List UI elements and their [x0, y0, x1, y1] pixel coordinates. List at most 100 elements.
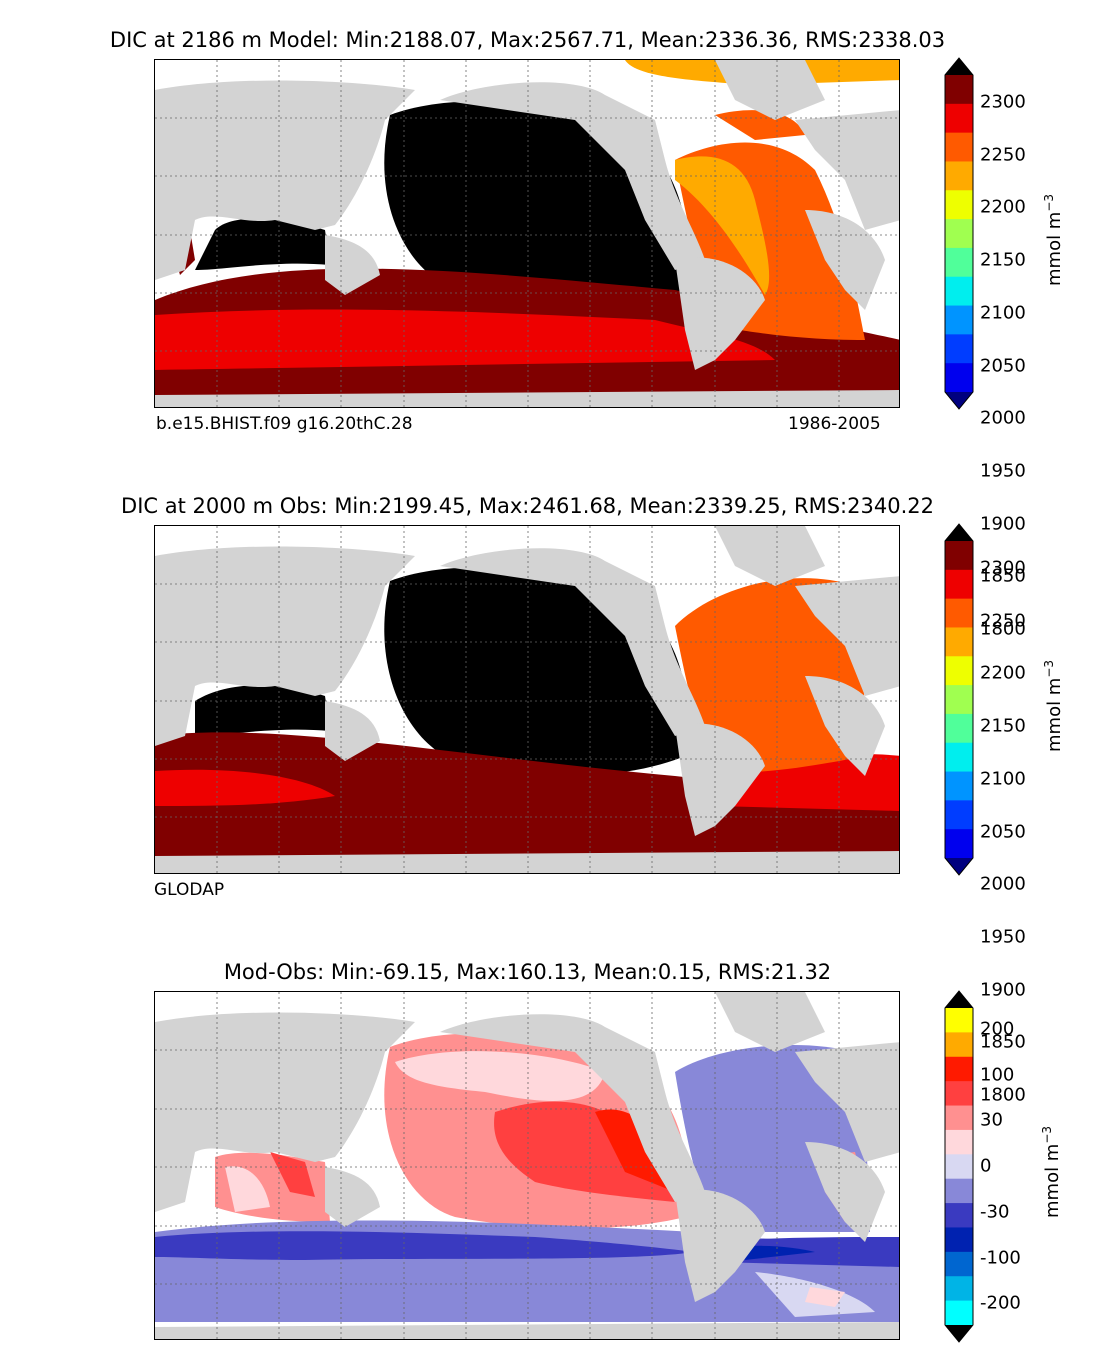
colorbar-tick-label: 2100 [980, 768, 1026, 790]
colorbar-segment [945, 103, 973, 134]
colorbar-tick-label: 0 [980, 1155, 992, 1177]
caption-case-name: b.e15.BHIST.f09 g16.20thC.28 [156, 414, 413, 434]
colorbar-tick-label: 30 [980, 1109, 1003, 1131]
colorbar-segment [945, 627, 973, 657]
colorbar-segment [945, 1178, 973, 1204]
colorbar-extend-top [945, 991, 973, 1008]
colorbar-svg [944, 57, 974, 410]
colorbar-units-text: mmol m [1044, 211, 1065, 286]
colorbar-segment [945, 598, 973, 628]
colorbar-tick-label: 200 [980, 1018, 1015, 1040]
colorbar-tick-label: 1950 [980, 926, 1026, 948]
map-obs [154, 525, 900, 874]
colorbar-segment [945, 1203, 973, 1228]
colorbar-segment [945, 132, 973, 162]
colorbar-segment [945, 829, 973, 859]
colorbar-segment [945, 1227, 973, 1253]
colorbar-obs [944, 523, 974, 876]
colorbar-units-exponent: −3 [1042, 193, 1056, 212]
colorbar-units-text: mmol m [1042, 1143, 1063, 1218]
colorbar-segment [945, 1276, 973, 1302]
colorbar-tick-label: 1850 [980, 565, 1026, 587]
colorbar-tick-label: 2000 [980, 873, 1026, 895]
colorbar-svg [944, 990, 974, 1343]
colorbar-tick-label: 2300 [980, 91, 1026, 113]
panel-title-diff: Mod-Obs: Min:-69.15, Max:160.13, Mean:0.… [223, 960, 832, 984]
colorbar-extend-bottom [945, 392, 973, 409]
colorbar-segment [945, 1300, 973, 1326]
colorbar-segment [945, 685, 973, 715]
map-model [154, 59, 900, 408]
colorbar-tick-label: 2150 [980, 715, 1026, 737]
colorbar-segment [945, 771, 973, 801]
colorbar-tick-label: -200 [980, 1292, 1021, 1314]
map-diff-svg [155, 992, 899, 1339]
colorbar-segment [945, 1008, 973, 1033]
colorbar-tick-label: 2300 [980, 557, 1026, 579]
panel-title-model: DIC at 2186 m Model: Min:2188.07, Max:25… [109, 28, 946, 52]
colorbar-segment [945, 363, 973, 393]
colorbar-segment [945, 219, 973, 249]
colorbar-segment [945, 1154, 973, 1180]
map-model-svg [155, 60, 899, 407]
colorbar-units-obs: mmol m−3 [1042, 660, 1065, 752]
colorbar-segment [945, 541, 973, 571]
colorbar-tick-label: 1900 [980, 513, 1026, 535]
colorbar-tick-label: 1950 [980, 460, 1026, 482]
colorbar-extend-top [945, 524, 973, 541]
colorbar-segment [945, 334, 973, 364]
colorbar-segment [945, 276, 973, 307]
colorbar-extend-bottom [945, 1325, 973, 1342]
colorbar-tick-label: 2000 [980, 407, 1026, 429]
colorbar-units-exponent: −3 [1042, 659, 1056, 678]
colorbar-segment [945, 742, 973, 773]
colorbar-tick-label: 2250 [980, 144, 1026, 166]
map-obs-svg [155, 526, 899, 873]
panel-title-obs: DIC at 2000 m Obs: Min:2199.45, Max:2461… [121, 494, 934, 518]
caption-obs-source: GLODAP [154, 880, 225, 900]
colorbar-units-text: mmol m [1044, 677, 1065, 752]
colorbar-tick-label: 2200 [980, 662, 1026, 684]
colorbar-segment [945, 569, 973, 600]
colorbar-segment [945, 1032, 973, 1058]
colorbar-tick-label: 1850 [980, 1031, 1026, 1053]
colorbar-extend-bottom [945, 858, 973, 875]
colorbar-tick-label: 2250 [980, 610, 1026, 632]
colorbar-diff [944, 990, 974, 1343]
map-obs-grid [155, 526, 899, 873]
colorbar-segment [945, 656, 973, 686]
colorbar-svg [944, 523, 974, 876]
colorbar-segment [945, 1251, 973, 1277]
colorbar-segment [945, 1081, 973, 1107]
colorbar-segment [945, 190, 973, 220]
colorbar-segment [945, 1129, 973, 1155]
colorbar-model [944, 57, 974, 410]
colorbar-tick-label: 1800 [980, 618, 1026, 640]
map-diff [154, 991, 900, 1340]
colorbar-tick-label: 1900 [980, 979, 1026, 1001]
colorbar-tick-label: 2100 [980, 302, 1026, 324]
colorbar-segment [945, 713, 973, 744]
colorbar-tick-label: 2050 [980, 821, 1026, 842]
colorbar-segment [945, 1105, 973, 1131]
caption-years: 1986-2005 [788, 414, 881, 434]
colorbar-segment [945, 75, 973, 105]
colorbar-segment [945, 247, 973, 278]
map-diff-grid [155, 992, 899, 1339]
colorbar-tick-label: 100 [980, 1064, 1015, 1086]
colorbar-extend-top [945, 58, 973, 75]
colorbar-units-diff: mmol m−3 [1040, 1126, 1063, 1218]
colorbar-tick-label: 2050 [980, 355, 1026, 376]
colorbar-segment [945, 161, 973, 191]
colorbar-tick-label: -100 [980, 1247, 1021, 1268]
colorbar-segment [945, 1056, 973, 1082]
colorbar-tick-label: 1800 [980, 1084, 1026, 1106]
colorbar-tick-label: 2150 [980, 249, 1026, 271]
colorbar-units-exponent: −3 [1040, 1125, 1054, 1144]
map-model-grid [155, 60, 899, 407]
colorbar-units-model: mmol m−3 [1042, 194, 1065, 286]
colorbar-segment [945, 305, 973, 335]
colorbar-tick-label: -30 [980, 1201, 1010, 1223]
colorbar-tick-label: 2200 [980, 196, 1026, 218]
colorbar-segment [945, 800, 973, 830]
